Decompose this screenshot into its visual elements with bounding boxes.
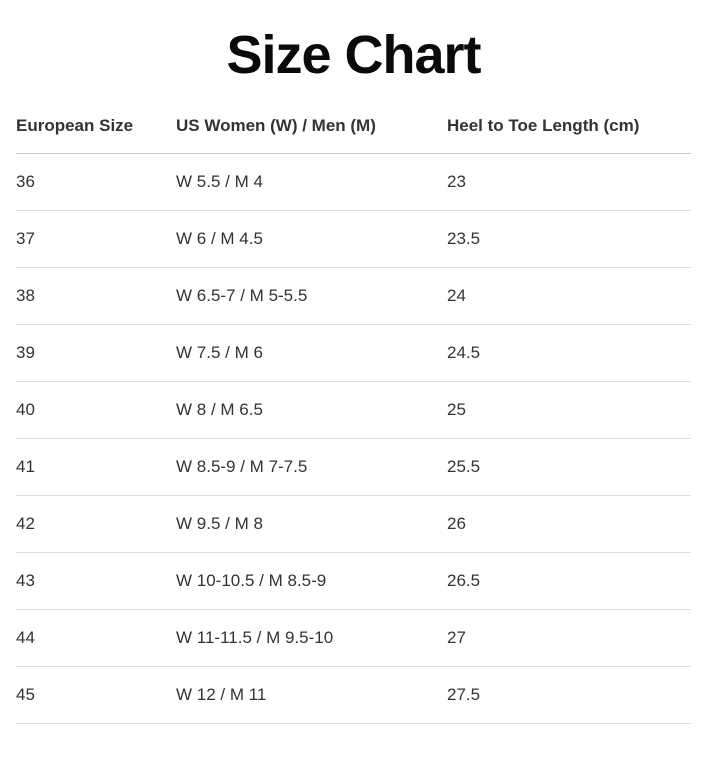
- page-title: Size Chart: [226, 25, 481, 85]
- cell-european-size: 40: [16, 381, 176, 440]
- table-row: 38 W 6.5-7 / M 5-5.5 24: [16, 267, 691, 326]
- table-row: 41 W 8.5-9 / M 7-7.5 25.5: [16, 438, 691, 497]
- cell-heel-to-toe: 25.5: [447, 438, 691, 497]
- cell-us-size: W 7.5 / M 6: [176, 324, 447, 383]
- cell-us-size: W 6 / M 4.5: [176, 210, 447, 269]
- cell-heel-to-toe: 25: [447, 381, 691, 440]
- cell-heel-to-toe: 24.5: [447, 324, 691, 383]
- cell-us-size: W 8.5-9 / M 7-7.5: [176, 438, 447, 497]
- cell-european-size: 44: [16, 609, 176, 668]
- table-row: 40 W 8 / M 6.5 25: [16, 381, 691, 440]
- cell-heel-to-toe: 27.5: [447, 666, 691, 725]
- cell-european-size: 39: [16, 324, 176, 383]
- cell-heel-to-toe: 26: [447, 495, 691, 554]
- cell-us-size: W 5.5 / M 4: [176, 153, 447, 212]
- cell-us-size: W 6.5-7 / M 5-5.5: [176, 267, 447, 326]
- table-row: 43 W 10-10.5 / M 8.5-9 26.5: [16, 552, 691, 611]
- cell-european-size: 43: [16, 552, 176, 611]
- cell-heel-to-toe: 23.5: [447, 210, 691, 269]
- cell-us-size: W 9.5 / M 8: [176, 495, 447, 554]
- cell-heel-to-toe: 26.5: [447, 552, 691, 611]
- table-row: 45 W 12 / M 11 27.5: [16, 666, 691, 725]
- cell-heel-to-toe: 23: [447, 153, 691, 212]
- column-header-us-size: US Women (W) / Men (M): [176, 86, 447, 155]
- table-row: 44 W 11-11.5 / M 9.5-10 27: [16, 609, 691, 668]
- cell-us-size: W 10-10.5 / M 8.5-9: [176, 552, 447, 611]
- cell-european-size: 36: [16, 153, 176, 212]
- table-row: 42 W 9.5 / M 8 26: [16, 495, 691, 554]
- cell-european-size: 42: [16, 495, 176, 554]
- cell-european-size: 37: [16, 210, 176, 269]
- cell-european-size: 41: [16, 438, 176, 497]
- cell-heel-to-toe: 27: [447, 609, 691, 668]
- table-row: 37 W 6 / M 4.5 23.5: [16, 210, 691, 269]
- table-header-row: European Size US Women (W) / Men (M) Hee…: [16, 86, 691, 155]
- cell-us-size: W 11-11.5 / M 9.5-10: [176, 609, 447, 668]
- cell-us-size: W 12 / M 11: [176, 666, 447, 725]
- size-chart-table: European Size US Women (W) / Men (M) Hee…: [16, 86, 691, 725]
- table-row: 39 W 7.5 / M 6 24.5: [16, 324, 691, 383]
- column-header-heel-to-toe: Heel to Toe Length (cm): [447, 86, 691, 155]
- cell-european-size: 45: [16, 666, 176, 725]
- table-row: 36 W 5.5 / M 4 23: [16, 153, 691, 212]
- cell-european-size: 38: [16, 267, 176, 326]
- cell-us-size: W 8 / M 6.5: [176, 381, 447, 440]
- cell-heel-to-toe: 24: [447, 267, 691, 326]
- column-header-european-size: European Size: [16, 86, 176, 155]
